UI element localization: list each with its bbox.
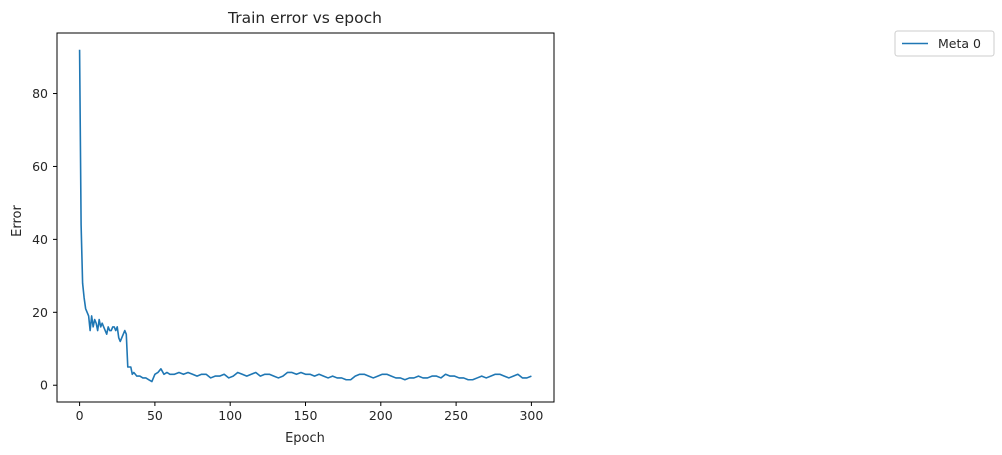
- x-tick-label: 250: [444, 408, 468, 423]
- legend-box: [894, 30, 995, 57]
- y-tick-label: 80: [32, 86, 48, 101]
- x-tick-label: 100: [218, 408, 242, 423]
- y-axis-label: Error: [10, 205, 25, 237]
- x-axis-label: Epoch: [285, 431, 325, 446]
- y-tick-label: 20: [32, 305, 48, 320]
- y-tick-label: 40: [32, 232, 48, 247]
- series-line-1: [78, 49, 532, 383]
- x-tick-label: 0: [76, 408, 84, 423]
- x-tick-label: 50: [147, 408, 163, 423]
- chart-title: Train error vs epoch: [227, 9, 382, 27]
- x-tick-label: 150: [294, 408, 318, 423]
- axes-frame: [56, 32, 555, 403]
- x-tick-label: 200: [369, 408, 393, 423]
- legend: Meta 0: [894, 30, 995, 57]
- y-tick-label: 0: [40, 378, 48, 393]
- plot-area: 0 50 100 150 200 250 300 0 20 40 60 80: [32, 32, 555, 423]
- x-tick-label: 300: [519, 408, 543, 423]
- legend-label: Meta 0: [938, 36, 981, 51]
- y-tick-label: 60: [32, 159, 48, 174]
